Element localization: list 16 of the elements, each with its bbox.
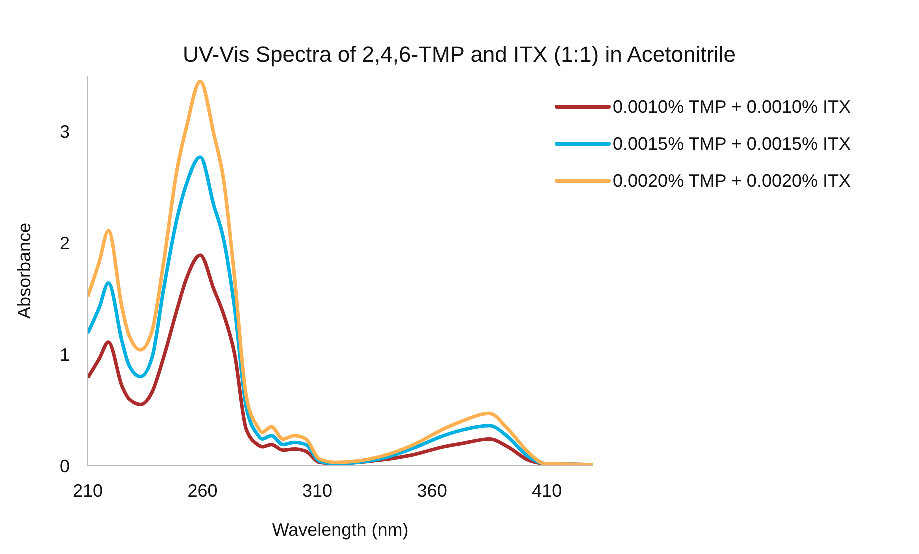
y-tick-label: 3 — [60, 122, 70, 142]
y-tick-label: 2 — [60, 234, 70, 254]
legend-label: 0.0010% TMP + 0.0010% ITX — [613, 96, 851, 118]
x-tick-label: 210 — [72, 480, 104, 501]
y-tick-label: 1 — [60, 344, 70, 365]
x-tick-label: 310 — [302, 480, 333, 501]
y-tick-label: 0 — [60, 456, 70, 476]
x-axis-title: Wavelength (nm) — [272, 520, 409, 540]
legend-label: 0.0020% TMP + 0.0020% ITX — [613, 170, 851, 192]
chart-title: UV-Vis Spectra of 2,4,6-TMP and ITX (1:1) in Acetonitrile — [182, 41, 738, 68]
line-series — [88, 80, 594, 466]
y-axis-title: Absorbance — [14, 222, 34, 320]
x-tick-label: 360 — [417, 480, 448, 501]
legend-label: 0.0015% TMP + 0.0015% ITX — [613, 132, 851, 156]
x-tick-label: 410 — [532, 480, 562, 501]
x-tick-label: 260 — [188, 480, 218, 501]
